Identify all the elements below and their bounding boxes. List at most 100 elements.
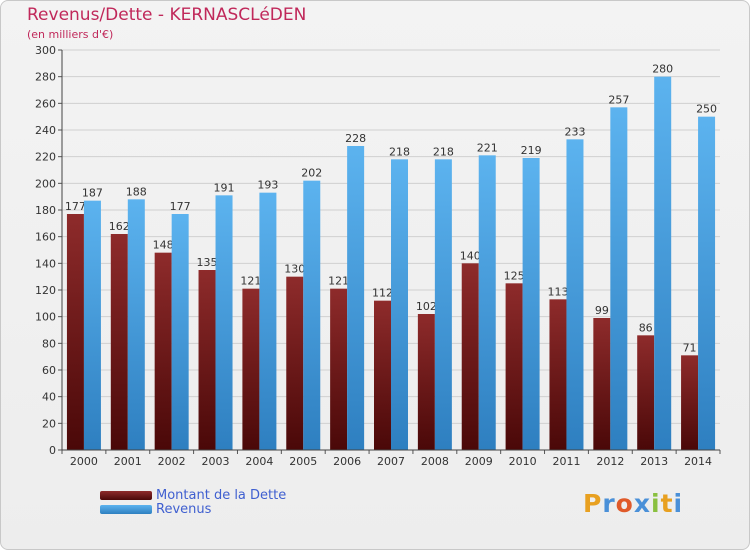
- data-label-dette: 113: [547, 285, 568, 298]
- x-tick-label: 2002: [158, 455, 186, 468]
- axes: 0 20 40 60 80 100 120 140 160 180 200 220 240 260 280 3…: [35, 44, 721, 468]
- legend-swatch-debt: [100, 490, 152, 500]
- data-label-dette: 177: [65, 200, 86, 213]
- y-tick-label: 140: [35, 257, 56, 270]
- bar-dette: [198, 270, 216, 450]
- y-tick-label: 120: [35, 284, 56, 297]
- legend-label-debt: Montant de la Dette: [156, 487, 287, 503]
- bar-dette: [154, 252, 172, 450]
- bar-revenus: [610, 107, 628, 450]
- bar-revenus: [127, 199, 145, 450]
- bar-dette: [417, 314, 435, 450]
- y-tick-label: 300: [35, 44, 56, 57]
- data-label-revenus: 219: [521, 144, 542, 157]
- bar-dette: [637, 335, 655, 450]
- data-label-dette: 71: [683, 341, 697, 354]
- bar-dette: [242, 288, 260, 450]
- legend-item-debt: Montant de la Dette: [100, 487, 287, 503]
- data-label-revenus: 221: [477, 141, 498, 154]
- logo-letter: x: [633, 489, 651, 518]
- logo-letter: i: [673, 489, 684, 518]
- bar-revenus: [259, 192, 277, 450]
- bar-revenus: [347, 146, 365, 450]
- data-label-dette: 140: [460, 249, 481, 262]
- bar-revenus: [522, 158, 540, 450]
- bar-dette: [374, 300, 391, 450]
- data-label-dette: 112: [372, 287, 393, 300]
- y-tick-label: 80: [42, 337, 56, 350]
- x-tick-label: 2000: [70, 455, 98, 468]
- legend-label-revenus: Revenus: [156, 501, 212, 517]
- bar-revenus: [171, 214, 189, 450]
- legend-item-revenus: Revenus: [100, 501, 212, 517]
- x-tick-label: 2004: [245, 455, 273, 468]
- bar-revenus: [303, 180, 321, 450]
- data-label-dette: 148: [153, 239, 174, 252]
- bar-dette: [66, 214, 84, 450]
- y-tick-label: 160: [35, 231, 56, 244]
- data-label-revenus: 202: [301, 167, 322, 180]
- y-tick-label: 20: [42, 417, 56, 430]
- y-tick-label: 40: [42, 391, 56, 404]
- bar-revenus: [215, 195, 233, 450]
- logo-letter: r: [602, 489, 616, 518]
- x-tick-label: 2011: [552, 455, 580, 468]
- bar-revenus: [566, 139, 584, 451]
- logo-letter: t: [660, 489, 674, 518]
- bar-dette: [549, 299, 567, 450]
- chart-subtitle: (en milliers d'€): [27, 28, 114, 41]
- x-tick-label: 2013: [640, 455, 668, 468]
- bar-revenus: [698, 116, 716, 451]
- proxiti-logo: Proxiti: [583, 489, 683, 518]
- logo-letter: o: [615, 489, 634, 518]
- y-tick-label: 280: [35, 71, 56, 84]
- y-tick-label: 60: [42, 364, 56, 377]
- data-label-revenus: 193: [257, 179, 278, 192]
- x-tick-label: 2014: [684, 455, 712, 468]
- x-tick-label: 2008: [421, 455, 449, 468]
- bar-dette: [110, 234, 128, 450]
- y-tick-label: 240: [35, 124, 56, 137]
- data-label-revenus: 177: [170, 200, 191, 213]
- data-label-revenus: 250: [696, 103, 717, 116]
- bar-revenus: [391, 159, 408, 451]
- data-label-dette: 125: [504, 269, 525, 282]
- data-label-revenus: 257: [608, 93, 629, 106]
- bars: 1771871621881481771351911211931302021212…: [65, 63, 717, 451]
- data-label-revenus: 228: [345, 132, 366, 145]
- bar-dette: [286, 276, 304, 450]
- logo-letter: P: [583, 489, 603, 518]
- logo-letter: i: [651, 489, 661, 518]
- bar-revenus: [83, 200, 101, 450]
- bar-dette: [505, 283, 523, 450]
- x-tick-label: 2003: [202, 455, 230, 468]
- x-tick-label: 2010: [509, 455, 537, 468]
- bar-dette: [461, 263, 479, 450]
- data-label-revenus: 188: [126, 185, 147, 198]
- y-tick-label: 100: [35, 311, 56, 324]
- data-label-revenus: 187: [82, 187, 103, 200]
- x-tick-label: 2007: [377, 455, 405, 468]
- data-label-dette: 130: [284, 263, 305, 276]
- data-label-revenus: 191: [214, 181, 235, 194]
- bar-dette: [330, 288, 348, 450]
- bar-revenus: [478, 155, 496, 451]
- x-tick-label: 2005: [289, 455, 317, 468]
- x-tick-label: 2012: [596, 455, 624, 468]
- data-label-revenus: 233: [564, 125, 585, 138]
- data-label-dette: 102: [416, 300, 437, 313]
- data-label-dette: 162: [109, 220, 130, 233]
- data-label-revenus: 280: [652, 63, 673, 76]
- y-tick-label: 260: [35, 97, 56, 110]
- chart-title: Revenus/Dette - KERNASCLéDEN: [27, 5, 307, 25]
- data-label-revenus: 218: [433, 145, 454, 158]
- data-label-revenus: 218: [389, 145, 410, 158]
- y-tick-label: 0: [49, 444, 56, 457]
- y-tick-label: 200: [35, 177, 56, 190]
- x-tick-label: 2009: [465, 455, 493, 468]
- x-tick-label: 2006: [333, 455, 361, 468]
- legend-swatch-revenus: [100, 504, 152, 514]
- bar-revenus: [654, 76, 672, 451]
- y-tick-label: 180: [35, 204, 56, 217]
